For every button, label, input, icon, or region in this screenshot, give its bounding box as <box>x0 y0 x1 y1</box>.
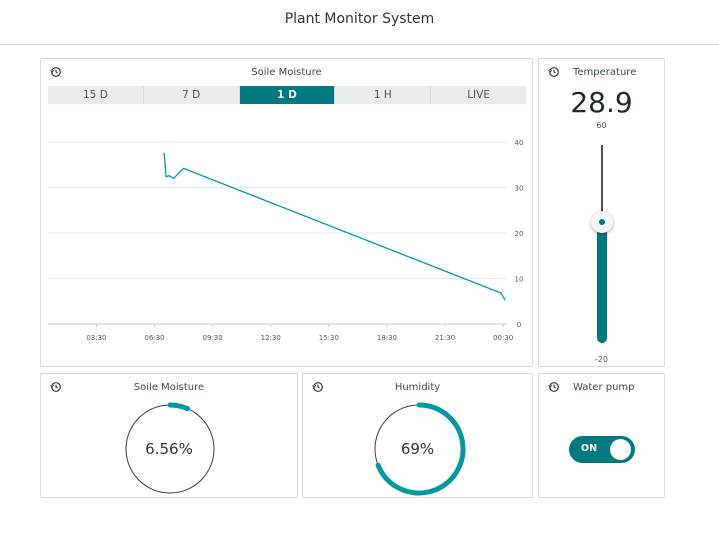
toggle-state-label: ON <box>581 443 598 454</box>
tab-1h[interactable]: 1 H <box>335 86 432 104</box>
history-icon[interactable] <box>548 66 560 78</box>
tab-live[interactable]: LIVE <box>467 89 490 101</box>
temperature-value: 28.9 <box>570 86 633 119</box>
x-tick-label: 12:30 <box>261 334 281 342</box>
x-tick-label: 06:30 <box>144 334 164 342</box>
humidity-gauge-value: 69% <box>400 440 435 458</box>
temperature-min-label: -20 <box>594 355 609 364</box>
y-tick-label: 10 <box>515 276 524 284</box>
humidity-gauge-title: Humidity <box>394 382 441 393</box>
history-icon[interactable] <box>50 381 62 393</box>
tab-15d[interactable]: 15 D <box>48 86 144 104</box>
humidity-gauge-arc <box>375 402 466 496</box>
x-tick-label: 03:30 <box>86 334 106 342</box>
humidity-gauge-card: Humidity 69% <box>302 373 533 498</box>
y-tick-label: 40 <box>515 139 524 147</box>
page-title: Plant Monitor System <box>284 11 435 27</box>
temperature-max-label: 60 <box>596 121 607 130</box>
y-tick-label: 0 <box>517 321 521 329</box>
temperature-slider-fill <box>597 221 607 343</box>
x-tick-label: 21:30 <box>435 334 455 342</box>
soil-moisture-chart-card: Soile Moisture 15 D 7 D 1 D 1 H LIVE 40 3… <box>40 58 533 367</box>
toggle-knob <box>610 439 631 460</box>
series-line <box>163 152 506 301</box>
soil-gauge-value: 6.56% <box>145 440 193 458</box>
tab-1d[interactable]: 1 D <box>239 86 336 104</box>
x-tick-label: 09:30 <box>203 334 223 342</box>
water-pump-card: Water pump ON <box>538 373 665 498</box>
soil-moisture-gauge <box>125 402 215 494</box>
water-pump-toggle[interactable]: ON <box>569 436 635 463</box>
temperature-slider-handle[interactable] <box>591 210 613 233</box>
y-tick-label: 20 <box>515 230 524 238</box>
tab-7d[interactable]: 7 D <box>144 86 240 104</box>
chart-title: Soile Moisture <box>251 67 322 78</box>
app-header: Plant Monitor System <box>0 0 719 45</box>
x-tick-label: 18:30 <box>377 334 397 342</box>
time-range-tabs: 15 D 7 D 1 D 1 H LIVE <box>48 86 526 104</box>
humidity-gauge <box>374 402 466 496</box>
y-tick-label: 30 <box>515 185 524 193</box>
soil-moisture-line-chart: 40 30 20 10 0 03:30 06:30 09:30 12:30 15:30 18:30 2… <box>48 139 524 342</box>
soil-moisture-gauge-card: Soile Moisture 6.56% <box>40 373 298 498</box>
x-tick-label: 15:30 <box>319 334 339 342</box>
history-icon[interactable] <box>312 381 324 393</box>
temperature-title: Temperature <box>573 67 637 78</box>
history-icon[interactable] <box>548 381 560 393</box>
temperature-card: Temperature 28.9 60 -20 <box>538 58 665 367</box>
history-icon[interactable] <box>50 66 62 78</box>
water-pump-title: Water pump <box>573 382 635 393</box>
soil-gauge-title: Soile Moisture <box>133 382 205 393</box>
soil-gauge-arc <box>167 402 191 412</box>
x-tick-label: 00:30 <box>493 334 513 342</box>
